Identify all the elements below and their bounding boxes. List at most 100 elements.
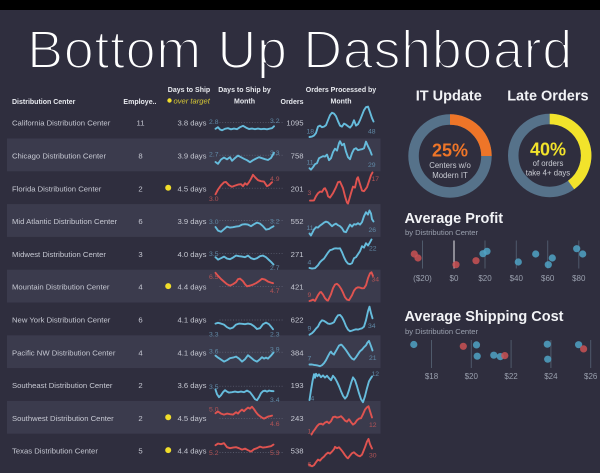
svg-text:4: 4 [311,395,315,402]
svg-text:3.3: 3.3 [270,150,280,157]
svg-text:4: 4 [138,283,143,292]
svg-text:2.3: 2.3 [270,332,280,339]
svg-text:$22: $22 [504,372,518,381]
svg-text:5.0: 5.0 [209,407,219,414]
svg-text:3.6 days: 3.6 days [177,381,206,390]
svg-text:5.3: 5.3 [270,450,280,457]
svg-text:Centers w/o: Centers w/o [429,161,471,170]
svg-text:$0: $0 [450,274,459,283]
svg-text:Late Orders: Late Orders [507,89,588,105]
svg-text:Modern IT: Modern IT [432,171,468,180]
svg-text:4: 4 [138,348,143,357]
svg-text:Orders: Orders [281,99,304,106]
svg-text:4.6: 4.6 [270,421,280,428]
svg-text:17: 17 [372,176,380,183]
svg-text:Days to Ship: Days to Ship [168,87,210,94]
svg-text:34: 34 [372,277,380,284]
svg-text:4.5 days: 4.5 days [177,184,206,193]
svg-text:3.4: 3.4 [270,397,280,404]
svg-text:3.9 days: 3.9 days [177,217,206,226]
svg-text:421: 421 [291,283,304,292]
svg-text:5: 5 [138,447,142,456]
svg-text:Southeast Distribution Center: Southeast Distribution Center [12,381,113,390]
svg-text:26: 26 [369,227,377,234]
svg-text:over target: over target [174,97,211,106]
svg-text:6: 6 [138,217,142,226]
svg-text:4.4 days: 4.4 days [177,447,206,456]
svg-text:2: 2 [138,381,142,390]
svg-text:California Distribution Center: California Distribution Center [12,119,111,128]
svg-text:3.8 days: 3.8 days [177,119,206,128]
svg-text:4.1 days: 4.1 days [177,316,206,325]
svg-text:40%: 40% [530,140,566,160]
svg-text:4.1 days: 4.1 days [177,348,206,357]
svg-text:201: 201 [291,184,304,193]
svg-text:552: 552 [291,217,304,226]
svg-text:6.5: 6.5 [209,274,219,281]
svg-text:Distribution Center: Distribution Center [12,99,76,106]
svg-text:Florida Distribution Center: Florida Distribution Center [12,184,102,193]
svg-text:2: 2 [138,414,142,423]
svg-text:29: 29 [368,162,376,169]
svg-text:3.9: 3.9 [270,347,280,354]
svg-text:Mid Atlantic Distribution Cent: Mid Atlantic Distribution Center [12,217,118,226]
svg-text:7: 7 [308,355,312,362]
svg-text:18: 18 [307,129,315,136]
svg-text:$20: $20 [465,372,479,381]
svg-text:9: 9 [308,325,312,332]
svg-text:3.0: 3.0 [209,196,219,203]
svg-text:12: 12 [369,422,377,429]
svg-text:3.9 days: 3.9 days [177,152,206,161]
svg-text:Chicago Distribution Center: Chicago Distribution Center [12,152,106,161]
svg-text:21: 21 [369,355,377,362]
svg-text:$24: $24 [544,372,558,381]
svg-text:9: 9 [308,292,312,299]
svg-text:Employe..: Employe.. [123,99,156,106]
svg-text:2.7: 2.7 [209,152,219,159]
svg-text:Texas Distribution Center: Texas Distribution Center [12,447,98,456]
svg-text:Month: Month [234,99,255,106]
svg-text:193: 193 [291,381,304,390]
svg-text:5.2: 5.2 [209,450,219,457]
svg-text:Pacific NW Distribution Center: Pacific NW Distribution Center [12,348,116,357]
svg-text:Orders Processed by: Orders Processed by [306,87,377,94]
svg-text:($20): ($20) [413,274,432,283]
svg-text:11: 11 [137,119,145,128]
svg-text:25%: 25% [432,141,468,161]
svg-text:3.6: 3.6 [209,349,219,356]
svg-text:34: 34 [368,323,376,330]
svg-text:30: 30 [369,453,377,460]
svg-text:11: 11 [307,160,314,167]
svg-text:4.4 days: 4.4 days [177,283,206,292]
svg-text:6: 6 [138,316,142,325]
svg-text:New York Distribution Center: New York Distribution Center [12,316,111,325]
svg-text:758: 758 [291,152,304,161]
svg-text:3.2: 3.2 [270,118,280,125]
svg-text:4.5 days: 4.5 days [177,414,206,423]
svg-text:3.0: 3.0 [209,219,219,226]
svg-text:2.8: 2.8 [209,119,219,126]
svg-text:3.5: 3.5 [209,251,219,258]
svg-text:Average Profit: Average Profit [405,211,504,227]
svg-text:Mountain Distribution Center: Mountain Distribution Center [12,283,110,292]
svg-text:48: 48 [368,129,376,136]
svg-text:3.5: 3.5 [209,384,219,391]
svg-text:4.9: 4.9 [270,176,280,183]
svg-text:$60: $60 [541,274,555,283]
svg-text:1: 1 [308,429,312,436]
svg-text:by Distribution Center: by Distribution Center [405,327,478,336]
svg-text:538: 538 [291,447,304,456]
svg-text:Month: Month [331,99,352,106]
svg-text:384: 384 [291,348,305,357]
svg-text:$80: $80 [572,274,586,283]
svg-text:Southwest Distribution Center: Southwest Distribution Center [12,414,114,423]
svg-text:1095: 1095 [286,119,303,128]
svg-text:Average Shipping Cost: Average Shipping Cost [405,309,564,325]
svg-text:Midwest Distribution Center: Midwest Distribution Center [12,250,106,259]
svg-text:of orders: of orders [533,159,564,168]
svg-text:271: 271 [291,250,304,259]
svg-text:3.2: 3.2 [270,219,280,226]
svg-text:IT Update: IT Update [416,89,482,105]
svg-text:4.7: 4.7 [270,288,280,295]
svg-text:12: 12 [372,371,380,378]
